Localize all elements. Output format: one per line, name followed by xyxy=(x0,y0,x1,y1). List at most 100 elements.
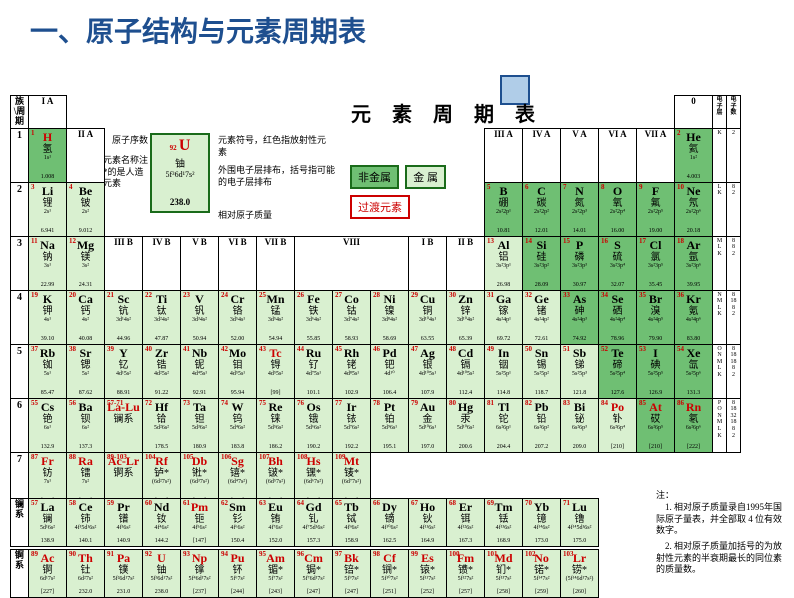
element-Dy: 66Dy镝4f¹⁰6s²162.5 xyxy=(371,499,409,547)
element-O: 8O氧2s²2p⁴16.00 xyxy=(599,182,637,236)
series-tables: 镧系57La镧5d¹6s²138.958Ce铈4f¹5d¹6s²140.159P… xyxy=(10,498,599,598)
element-Pb: 82Pb铅6s²6p²207.2 xyxy=(523,398,561,452)
element-Ni: 28Ni镍3d⁸4s²58.69 xyxy=(371,290,409,344)
element-Se: 34Se硒4s²4p⁴78.96 xyxy=(599,290,637,344)
element-Gd: 64Gd钆4f⁷5d¹6s²157.3 xyxy=(295,499,333,547)
element-Cs: 55Cs铯6s¹132.9 xyxy=(29,398,67,452)
footnotes: 注： 1. 相对原子质量录自1995年国际原子量表，并全部取 4 位有效数字。 … xyxy=(656,490,786,576)
element-Ga: 31Ga镓4s²4p¹69.72 xyxy=(485,290,523,344)
element-Te: 52Te碲5s²5p⁴127.6 xyxy=(599,344,637,398)
element-La-Lu: 57-71La-Lu镧系 xyxy=(105,398,143,452)
page-title: 一、原子结构与元素周期表 xyxy=(0,0,794,50)
element-Tc: 43Tc锝4d⁵5s²[99] xyxy=(257,344,295,398)
element-Rn: 86Rn氡6s²6p⁶[222] xyxy=(675,398,713,452)
element-Lu: 71Lu镥4f¹⁴5d¹6s²175.0 xyxy=(561,499,599,547)
element-Yb: 70Yb镱4f¹⁴6s²173.0 xyxy=(523,499,561,547)
element-No: 102No锘*5f¹⁴7s²[259] xyxy=(523,550,561,598)
element-Np: 93Np镎5f⁴6d¹7s²[237] xyxy=(181,550,219,598)
element-Pt: 78Pt铂5d⁹6s¹195.1 xyxy=(371,398,409,452)
element-N: 7N氮2s²2p³14.01 xyxy=(561,182,599,236)
element-V: 23V钒3d³4s²50.94 xyxy=(181,290,219,344)
element-Es: 99Es锿*5f¹¹7s²[252] xyxy=(409,550,447,598)
element-I: 53I碘5s²5p⁵126.9 xyxy=(637,344,675,398)
element-F: 9F氟2s²2p⁵19.00 xyxy=(637,182,675,236)
element-Tl: 81Tl铊6s²6p¹204.4 xyxy=(485,398,523,452)
element-Ag: 47Ag银4d¹⁰5s¹107.9 xyxy=(409,344,447,398)
element-Mg: 12Mg镁3s²24.31 xyxy=(67,236,105,290)
element-Am: 95Am镅*5f⁷7s²[243] xyxy=(257,550,295,598)
element-Ac: 89Ac锕6d¹7s²[227] xyxy=(29,550,67,598)
element-Sr: 38Sr锶5s²87.62 xyxy=(67,344,105,398)
element-Pa: 91Pa镤5f²6d¹7s²231.0 xyxy=(105,550,143,598)
periodic-table: 族\周期I A0电子层电子数11H氢1s¹1.008II AIII AIV AV… xyxy=(10,95,741,507)
element-La: 57La镧5d¹6s²138.9 xyxy=(29,499,67,547)
element-Cd: 48Cd镉4d¹⁰5s²112.4 xyxy=(447,344,485,398)
element-Bi: 83Bi铋6s²6p³209.0 xyxy=(561,398,599,452)
element-Ce: 58Ce铈4f¹5d¹6s²140.1 xyxy=(67,499,105,547)
element-Ba: 56Ba钡6s²137.3 xyxy=(67,398,105,452)
element-Co: 27Co钴3d⁷4s²58.93 xyxy=(333,290,371,344)
element-Cl: 17Cl氯3s²3p⁵35.45 xyxy=(637,236,675,290)
element-Sc: 21Sc钪3d¹4s²44.96 xyxy=(105,290,143,344)
element-Hg: 80Hg汞5d¹⁰6s²200.6 xyxy=(447,398,485,452)
element-B: 5B硼2s²2p¹10.81 xyxy=(485,182,523,236)
element-Zr: 40Zr锆4d²5s²91.22 xyxy=(143,344,181,398)
element-S: 16S硫3s²3p⁴32.07 xyxy=(599,236,637,290)
element-Sn: 50Sn锡5s²5p²118.7 xyxy=(523,344,561,398)
element-Ho: 67Ho钬4f¹¹6s²164.9 xyxy=(409,499,447,547)
element-Fe: 26Fe铁3d⁶4s²55.85 xyxy=(295,290,333,344)
element-Nd: 60Nd钕4f⁴6s²144.2 xyxy=(143,499,181,547)
element-Y: 39Y钇4d¹5s²88.91 xyxy=(105,344,143,398)
element-Pd: 46Pd钯4d¹⁰106.4 xyxy=(371,344,409,398)
element-Cm: 96Cm锔*5f⁷6d¹7s²[247] xyxy=(295,550,333,598)
element-Pu: 94Pu钚5f⁶7s²[244] xyxy=(219,550,257,598)
element-Cr: 24Cr铬3d⁵4s¹52.00 xyxy=(219,290,257,344)
element-Bk: 97Bk锫*5f⁹7s²[247] xyxy=(333,550,371,598)
element-Rh: 45Rh铑4d⁸5s¹102.9 xyxy=(333,344,371,398)
element-Ti: 22Ti钛3d²4s²47.87 xyxy=(143,290,181,344)
element-Ru: 44Ru钌4d⁷5s¹101.1 xyxy=(295,344,333,398)
element-Pm: 61Pm钷4f⁵6s²[147] xyxy=(181,499,219,547)
element-Mo: 42Mo钼4d⁵5s¹95.94 xyxy=(219,344,257,398)
element-Zn: 30Zn锌3d¹⁰4s²65.39 xyxy=(447,290,485,344)
element-Be: 4Be铍2s²9.012 xyxy=(67,182,105,236)
element-K: 19K钾4s¹39.10 xyxy=(29,290,67,344)
element-Os: 76Os锇5d⁶6s²190.2 xyxy=(295,398,333,452)
element-Lr: 103Lr铹*(5f¹⁴6d¹7s²)[260] xyxy=(561,550,599,598)
element-In: 49In铟5s²5p¹114.8 xyxy=(485,344,523,398)
element-U: 92U铀5f³6d¹7s²238.0 xyxy=(143,550,181,598)
element-Eu: 63Eu铕4f⁷6s²152.0 xyxy=(257,499,295,547)
element-He: 2He氦1s²4.003 xyxy=(675,128,713,182)
element-Xe: 54Xe氙5s²5p⁶131.3 xyxy=(675,344,713,398)
element-Ir: 77Ir铱5d⁷6s²192.2 xyxy=(333,398,371,452)
element-Rb: 37Rb铷5s¹85.47 xyxy=(29,344,67,398)
element-Br: 35Br溴4s²4p⁵79.90 xyxy=(637,290,675,344)
element-Ca: 20Ca钙4s²40.08 xyxy=(67,290,105,344)
element-Ne: 10Ne氖2s²2p⁶20.18 xyxy=(675,182,713,236)
element-Tm: 69Tm铥4f¹³6s²168.9 xyxy=(485,499,523,547)
element-Ta: 73Ta钽5d³6s²180.9 xyxy=(181,398,219,452)
element-P: 15P磷3s²3p³30.97 xyxy=(561,236,599,290)
element-Pr: 59Pr镨4f³6s²140.9 xyxy=(105,499,143,547)
element-As: 33As砷4s²4p³74.92 xyxy=(561,290,599,344)
element-Al: 13Al铝3s²3p¹26.98 xyxy=(485,236,523,290)
element-H: 1H氢1s¹1.008 xyxy=(29,128,67,182)
element-Cu: 29Cu铜3d¹⁰4s¹63.55 xyxy=(409,290,447,344)
element-C: 6C碳2s²2p²12.01 xyxy=(523,182,561,236)
element-Th: 90Th钍6d²7s²232.0 xyxy=(67,550,105,598)
element-Sm: 62Sm钐4f⁶6s²150.4 xyxy=(219,499,257,547)
element-Po: 84Po钋6s²6p⁴[210] xyxy=(599,398,637,452)
element-Kr: 36Kr氪4s²4p⁶83.80 xyxy=(675,290,713,344)
element-Tb: 65Tb铽4f⁹6s²158.9 xyxy=(333,499,371,547)
element-Na: 11Na钠3s¹22.99 xyxy=(29,236,67,290)
element-Ar: 18Ar氩3s²3p⁶39.95 xyxy=(675,236,713,290)
element-Au: 79Au金5d¹⁰6s¹197.0 xyxy=(409,398,447,452)
element-Li: 3Li锂2s¹6.941 xyxy=(29,182,67,236)
element-Ge: 32Ge锗4s²4p²72.61 xyxy=(523,290,561,344)
element-Fm: 100Fm镄*5f¹²7s²[257] xyxy=(447,550,485,598)
element-At: 85At砹6s²6p⁵[210] xyxy=(637,398,675,452)
element-Sb: 51Sb锑5s²5p³121.8 xyxy=(561,344,599,398)
element-Mn: 25Mn锰3d⁵4s²54.94 xyxy=(257,290,295,344)
element-Cf: 98Cf锎*5f¹⁰7s²[251] xyxy=(371,550,409,598)
element-Er: 68Er铒4f¹²6s²167.3 xyxy=(447,499,485,547)
